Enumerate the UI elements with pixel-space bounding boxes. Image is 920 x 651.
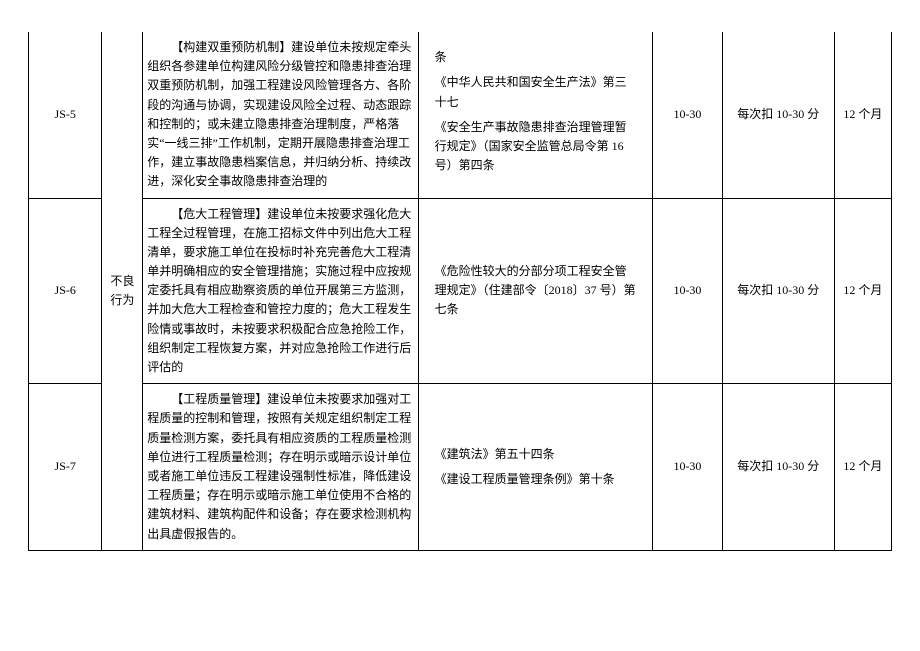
- cell-code: JS-6: [29, 198, 102, 384]
- cell-deduct: 每次扣 10-30 分: [722, 32, 834, 198]
- cell-description: 【工程质量管理】建设单位未按要求加强对工程质量的控制和管理，按照有关规定组织制定…: [143, 384, 418, 551]
- cell-period: 12 个月: [834, 198, 891, 384]
- cell-category: 不良行为: [102, 198, 143, 384]
- cell-basis: 《危险性较大的分部分项工程安全管理规定》（住建部令〔2018〕37 号）第七条: [418, 198, 653, 384]
- table-row: JS-6 不良行为 【危大工程管理】建设单位未按要求强化危大工程全过程管理，在施…: [29, 198, 892, 384]
- cell-score: 10-30: [653, 32, 722, 198]
- cell-basis: 条 《中华人民共和国安全生产法》第三十七 《安全生产事故隐患排查治理管理暂行规定…: [418, 32, 653, 198]
- cell-description: 【危大工程管理】建设单位未按要求强化危大工程全过程管理，在施工招标文件中列出危大…: [143, 198, 418, 384]
- cell-deduct: 每次扣 10-30 分: [722, 198, 834, 384]
- table-row: JS-7 【工程质量管理】建设单位未按要求加强对工程质量的控制和管理，按照有关规…: [29, 384, 892, 551]
- cell-description: 【构建双重预防机制】建设单位未按规定牵头组织各参建单位构建风险分级管控和隐患排查…: [143, 32, 418, 198]
- cell-period: 12 个月: [834, 384, 891, 551]
- cell-score: 10-30: [653, 198, 722, 384]
- cell-category-spacer: [102, 32, 143, 198]
- cell-code: JS-5: [29, 32, 102, 198]
- table-row: JS-5 【构建双重预防机制】建设单位未按规定牵头组织各参建单位构建风险分级管控…: [29, 32, 892, 198]
- cell-category-spacer: [102, 384, 143, 551]
- cell-deduct: 每次扣 10-30 分: [722, 384, 834, 551]
- cell-score: 10-30: [653, 384, 722, 551]
- cell-basis: 《建筑法》第五十四条 《建设工程质量管理条例》第十条: [418, 384, 653, 551]
- cell-period: 12 个月: [834, 32, 891, 198]
- cell-code: JS-7: [29, 384, 102, 551]
- regulation-table: JS-5 【构建双重预防机制】建设单位未按规定牵头组织各参建单位构建风险分级管控…: [28, 32, 892, 551]
